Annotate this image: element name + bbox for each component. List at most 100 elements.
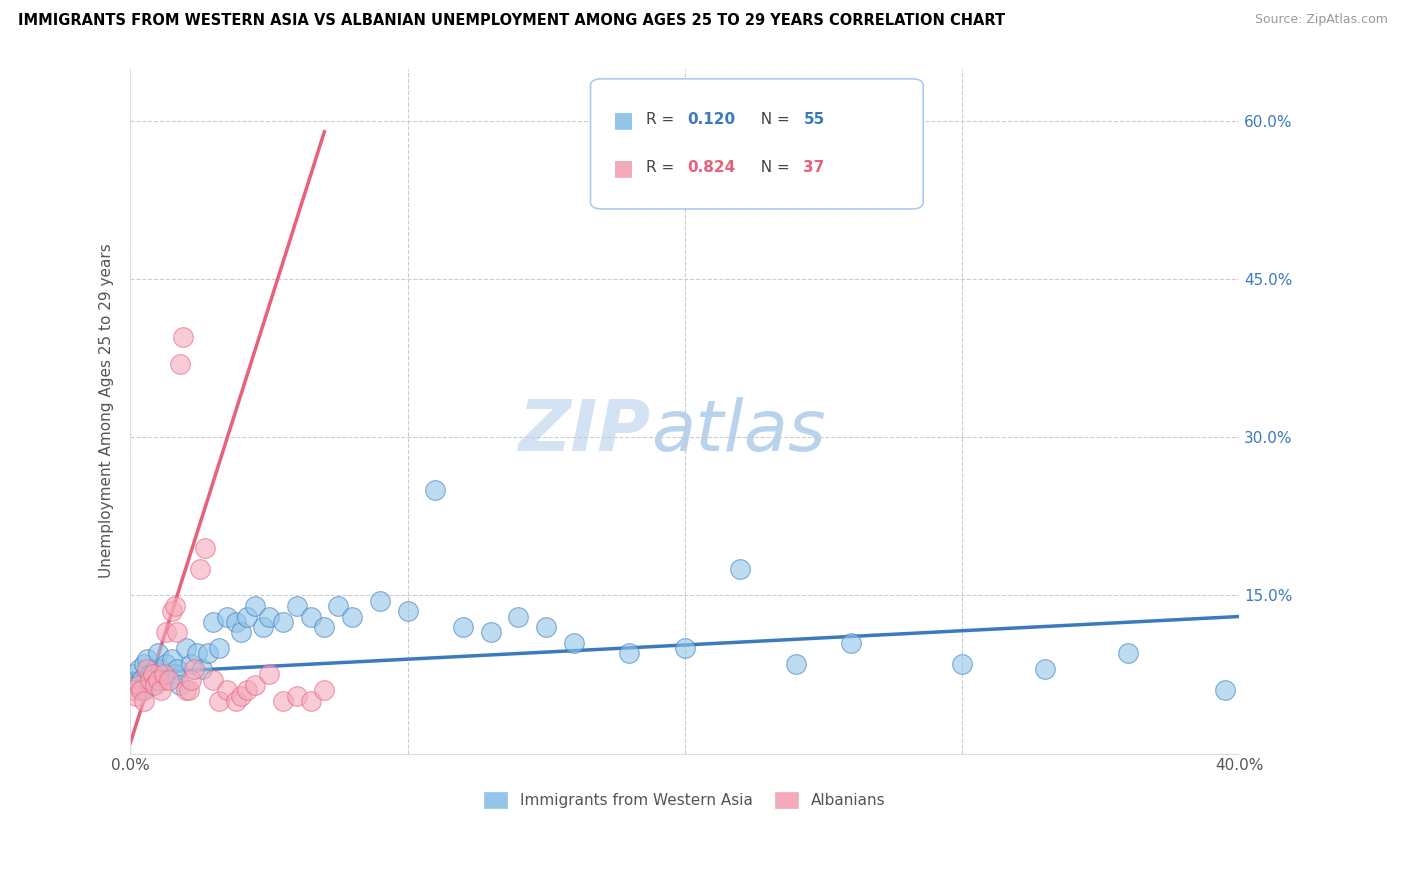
- Point: [785, 657, 807, 671]
- Point: [125, 689, 148, 703]
- Point: [157, 673, 180, 687]
- Point: [169, 678, 191, 692]
- Point: [125, 678, 148, 692]
- Point: [314, 620, 336, 634]
- Point: [152, 673, 174, 687]
- Text: IMMIGRANTS FROM WESTERN ASIA VS ALBANIAN UNEMPLOYMENT AMONG AGES 25 TO 29 YEARS : IMMIGRANTS FROM WESTERN ASIA VS ALBANIAN…: [18, 13, 1005, 29]
- Point: [183, 662, 205, 676]
- Point: [328, 599, 350, 613]
- Point: [146, 673, 169, 687]
- Point: [217, 609, 239, 624]
- Point: [243, 599, 266, 613]
- Point: [141, 667, 163, 681]
- Text: Source: ZipAtlas.com: Source: ZipAtlas.com: [1254, 13, 1388, 27]
- Point: [950, 657, 973, 671]
- Text: R =: R =: [645, 112, 679, 128]
- Point: [508, 609, 530, 624]
- Text: 37: 37: [803, 161, 825, 176]
- Point: [188, 562, 211, 576]
- Point: [166, 662, 188, 676]
- Point: [138, 667, 160, 681]
- Point: [194, 541, 217, 555]
- Text: R =: R =: [645, 161, 679, 176]
- Point: [180, 657, 202, 671]
- Point: [562, 636, 585, 650]
- Point: [340, 609, 363, 624]
- Text: 0.824: 0.824: [688, 161, 735, 176]
- Point: [160, 651, 183, 665]
- Point: [243, 678, 266, 692]
- Point: [163, 599, 186, 613]
- Point: [152, 667, 174, 681]
- Point: [172, 330, 194, 344]
- Point: [231, 625, 253, 640]
- Point: [191, 662, 214, 676]
- Point: [208, 641, 231, 656]
- Point: [396, 604, 419, 618]
- Text: 0.120: 0.120: [688, 112, 735, 128]
- Point: [285, 689, 308, 703]
- Point: [534, 620, 557, 634]
- Point: [174, 683, 197, 698]
- Point: [208, 694, 231, 708]
- Point: [236, 609, 259, 624]
- Point: [299, 609, 322, 624]
- Point: [314, 683, 336, 698]
- Point: [271, 615, 294, 629]
- Point: [141, 678, 163, 692]
- Point: [285, 599, 308, 613]
- Text: N =: N =: [751, 112, 794, 128]
- Point: [252, 620, 274, 634]
- Point: [177, 683, 200, 698]
- Point: [138, 673, 160, 687]
- Point: [143, 662, 166, 676]
- Point: [1033, 662, 1056, 676]
- Point: [231, 689, 253, 703]
- Point: [186, 647, 208, 661]
- Text: ZIP: ZIP: [519, 397, 651, 466]
- Y-axis label: Unemployment Among Ages 25 to 29 years: Unemployment Among Ages 25 to 29 years: [100, 244, 114, 578]
- Point: [134, 683, 156, 698]
- Point: [1215, 683, 1237, 698]
- Point: [131, 673, 153, 687]
- Point: [451, 620, 474, 634]
- Text: ■: ■: [613, 110, 634, 130]
- Point: [197, 647, 219, 661]
- Point: [839, 636, 862, 650]
- Point: [425, 483, 447, 497]
- Point: [236, 683, 259, 698]
- Point: [728, 562, 751, 576]
- Point: [202, 673, 225, 687]
- Point: [122, 683, 145, 698]
- Point: [160, 604, 183, 618]
- Text: ■: ■: [613, 158, 634, 178]
- Point: [128, 662, 150, 676]
- Point: [217, 683, 239, 698]
- FancyBboxPatch shape: [591, 78, 924, 209]
- Point: [174, 641, 197, 656]
- Point: [149, 683, 172, 698]
- Point: [134, 694, 156, 708]
- Point: [225, 615, 247, 629]
- Point: [479, 625, 502, 640]
- Point: [1118, 647, 1140, 661]
- Point: [299, 694, 322, 708]
- Point: [149, 662, 172, 676]
- Point: [134, 657, 156, 671]
- Point: [136, 651, 159, 665]
- Point: [368, 593, 391, 607]
- Point: [128, 678, 150, 692]
- Point: [619, 647, 641, 661]
- Point: [155, 657, 177, 671]
- Point: [163, 667, 186, 681]
- Text: 55: 55: [803, 112, 825, 128]
- Point: [155, 625, 177, 640]
- Point: [225, 694, 247, 708]
- Point: [169, 357, 191, 371]
- Text: atlas: atlas: [651, 397, 827, 466]
- Point: [143, 678, 166, 692]
- Text: N =: N =: [751, 161, 794, 176]
- Point: [136, 662, 159, 676]
- Point: [131, 683, 153, 698]
- Point: [271, 694, 294, 708]
